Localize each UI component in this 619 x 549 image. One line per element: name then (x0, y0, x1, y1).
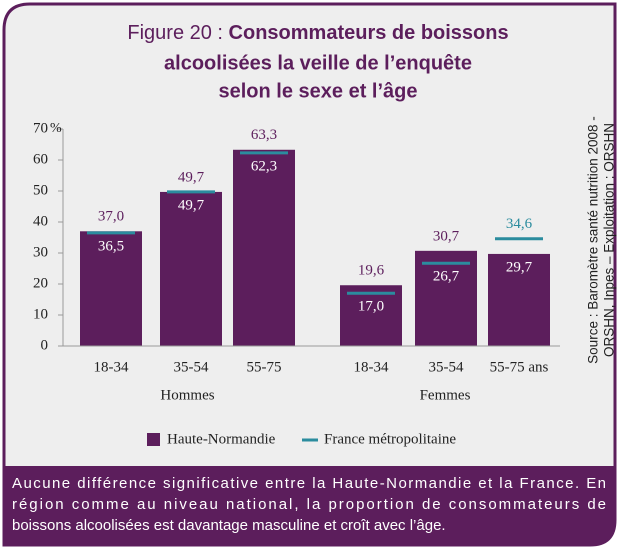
value-label: 29,7 (506, 259, 533, 275)
bar (233, 149, 295, 346)
x-tick-label: 18-34 (94, 359, 129, 375)
value-label: 36,5 (98, 238, 124, 254)
x-tick-label: 55-75 ans (490, 359, 549, 375)
x-tick-label: 35-54 (174, 359, 209, 375)
value-label: 34,6 (506, 216, 533, 232)
source: Source : Baromètre santé nutrition 2008 … (586, 116, 601, 364)
value-label: 30,7 (433, 228, 460, 244)
note-box (4, 466, 615, 545)
y-tick-label: 30 (33, 244, 48, 260)
value-label: 19,6 (358, 263, 385, 279)
y-tick-label: 50 (33, 182, 48, 198)
bar (80, 231, 142, 346)
bar (488, 253, 550, 346)
x-tick-label: 18-34 (354, 359, 389, 375)
y-tick-label: 40 (33, 213, 48, 229)
bar (415, 250, 477, 346)
title-prefix: Figure 20 : (127, 22, 223, 44)
value-label: 62,3 (251, 158, 277, 174)
y-tick-label: 60 (33, 151, 48, 167)
group-label: Hommes (160, 387, 214, 403)
legend-label: Haute-Normandie (167, 431, 276, 447)
note-line: région comme au niveau national, la prop… (12, 496, 606, 513)
value-label: 26,7 (433, 269, 460, 285)
note-line: Aucune différence significative entre la… (12, 475, 606, 492)
x-tick-label: 55-75 (247, 359, 282, 375)
bar (340, 285, 402, 346)
y-tick-label: 70 (33, 120, 48, 136)
value-label: 37,0 (98, 209, 124, 225)
value-label: 49,7 (178, 169, 205, 185)
value-label: 49,7 (178, 197, 205, 213)
note-line: boissons alcoolisées est davantage mascu… (12, 517, 446, 534)
source: ORSHN, Inpes – Exploitation : ORSHN (602, 123, 617, 357)
value-label: 63,3 (251, 127, 277, 143)
title-line: alcoolisées la veille de l’enquête (164, 52, 472, 74)
bar (160, 191, 222, 346)
legend-swatch (147, 433, 160, 446)
title-line: Consommateurs de boissons (229, 22, 509, 44)
value-label: 17,0 (358, 299, 384, 315)
y-tick-label: 20 (33, 275, 48, 291)
group-label: Femmes (420, 387, 471, 403)
title-line: selon le sexe et l’âge (219, 80, 418, 102)
chart-title: Figure 20 : Consommateurs de boissons (127, 22, 508, 44)
x-tick-label: 35-54 (429, 359, 464, 375)
legend-label: France métropolitaine (324, 431, 456, 447)
y-tick-label: 0 (41, 337, 49, 353)
y-tick-label: 10 (33, 306, 48, 322)
y-unit: % (50, 121, 62, 136)
